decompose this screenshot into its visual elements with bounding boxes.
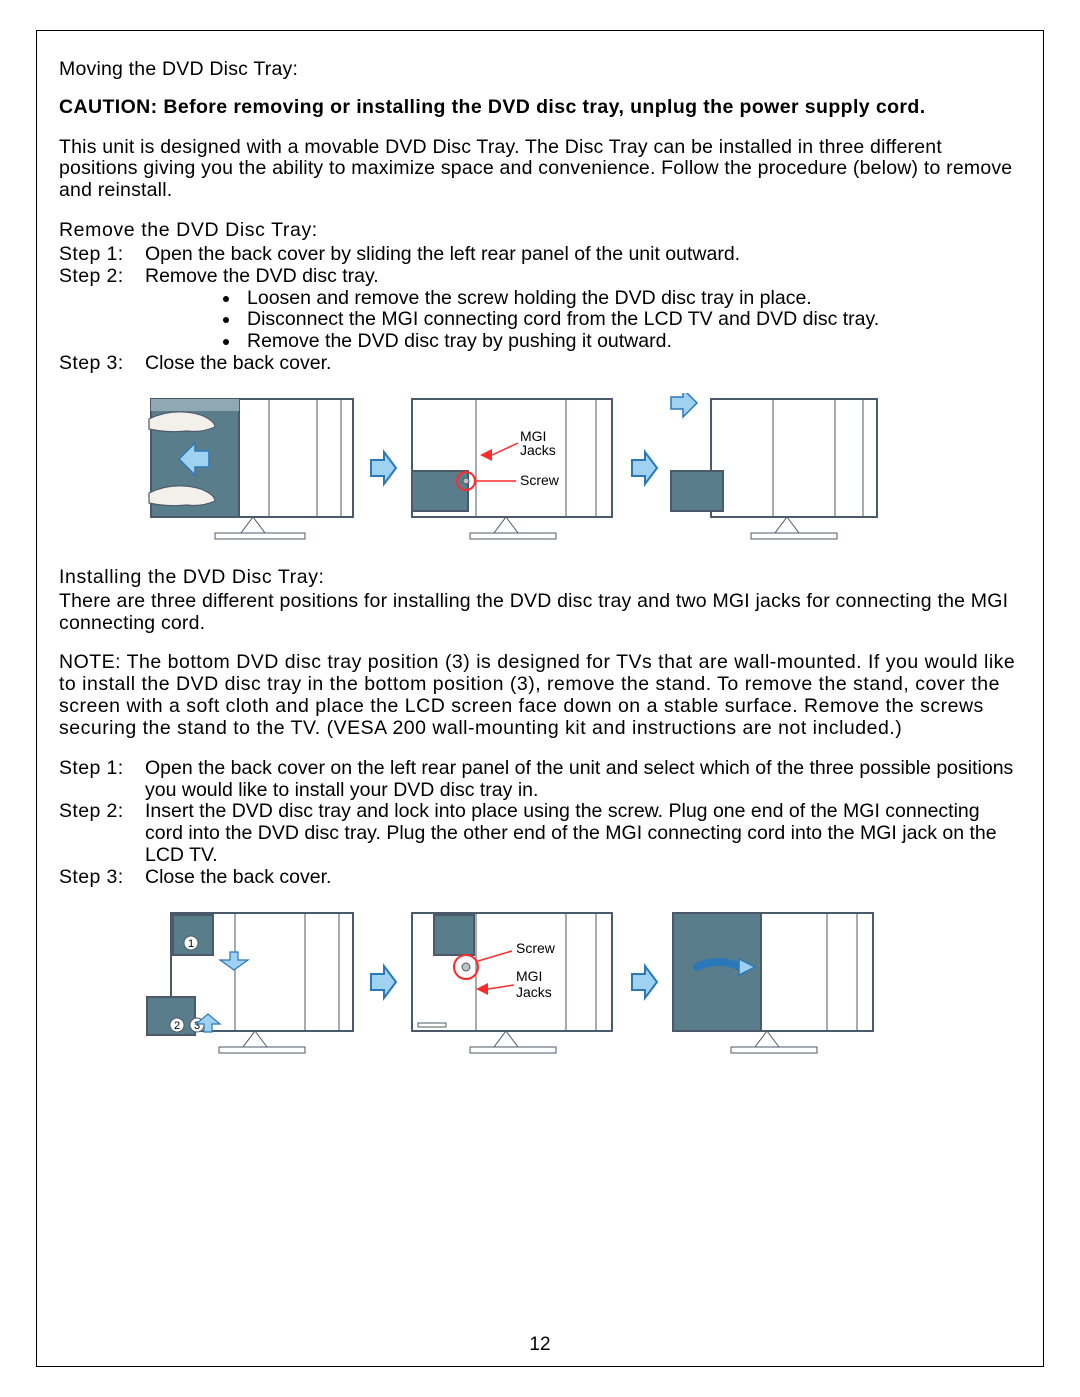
remove-step-3: Step 3: Close the back cover. — [59, 353, 1021, 375]
fig-label-screw: Screw — [516, 940, 556, 956]
step-body: Close the back cover. — [145, 353, 1021, 375]
install-step-1: Step 1: Open the back cover on the left … — [59, 758, 1021, 802]
remove-fig-2: MGI Jacks Screw — [406, 393, 621, 543]
remove-fig-1 — [145, 393, 360, 543]
remove-heading: Remove the DVD Disc Tray: — [59, 220, 1021, 242]
sequence-arrow-icon — [368, 962, 398, 1002]
step-body: Open the back cover on the left rear pan… — [145, 758, 1021, 802]
fig-label-jacks: Jacks — [516, 984, 552, 1000]
page-number: 12 — [529, 1334, 550, 1356]
step-body: Insert the DVD disc tray and lock into p… — [145, 801, 1021, 866]
remove-fig-3 — [667, 393, 882, 543]
svg-text:1: 1 — [188, 938, 194, 950]
install-figure-row: 1 2 3 — [145, 907, 1021, 1057]
remove-step-2: Step 2: Remove the DVD disc tray. — [59, 266, 1021, 288]
install-fig-3 — [667, 907, 882, 1057]
step-label: Step 1: — [59, 758, 145, 802]
step-label: Step 2: — [59, 266, 145, 288]
install-fig-1: 1 2 3 — [145, 907, 360, 1057]
step-body: Remove the DVD disc tray. — [145, 266, 1021, 288]
remove-step-2-bullets: Loosen and remove the screw holding the … — [59, 288, 1021, 353]
step-label: Step 1: — [59, 244, 145, 266]
page-frame: Moving the DVD Disc Tray: CAUTION: Befor… — [36, 30, 1044, 1367]
fig-label-jacks: Jacks — [520, 442, 556, 458]
install-step-3: Step 3: Close the back cover. — [59, 867, 1021, 889]
install-fig-2: Screw MGI Jacks — [406, 907, 621, 1057]
fig-label-screw: Screw — [520, 472, 560, 488]
step-label: Step 3: — [59, 867, 145, 889]
install-step-2: Step 2: Insert the DVD disc tray and loc… — [59, 801, 1021, 866]
install-intro: There are three different positions for … — [59, 591, 1021, 635]
step-label: Step 3: — [59, 353, 145, 375]
remove-step-1: Step 1: Open the back cover by sliding t… — [59, 244, 1021, 266]
sequence-arrow-icon — [368, 448, 398, 488]
caution-text: CAUTION: Before removing or installing t… — [59, 97, 1021, 119]
install-note: NOTE: The bottom DVD disc tray position … — [59, 652, 1021, 739]
step-body: Open the back cover by sliding the left … — [145, 244, 1021, 266]
sequence-arrow-icon — [629, 962, 659, 1002]
install-heading: Installing the DVD Disc Tray: — [59, 567, 1021, 589]
step-label: Step 2: — [59, 801, 145, 866]
bullet-item: Loosen and remove the screw holding the … — [241, 288, 1021, 310]
bullet-item: Remove the DVD disc tray by pushing it o… — [241, 331, 1021, 353]
sequence-arrow-icon — [629, 448, 659, 488]
remove-figure-row: MGI Jacks Screw — [145, 393, 1021, 543]
intro-text: This unit is designed with a movable DVD… — [59, 137, 1021, 202]
fig-label-mgi: MGI — [516, 968, 542, 984]
svg-text:2: 2 — [174, 1020, 180, 1032]
bullet-item: Disconnect the MGI connecting cord from … — [241, 309, 1021, 331]
section-heading: Moving the DVD Disc Tray: — [59, 59, 1021, 81]
step-body: Close the back cover. — [145, 867, 1021, 889]
